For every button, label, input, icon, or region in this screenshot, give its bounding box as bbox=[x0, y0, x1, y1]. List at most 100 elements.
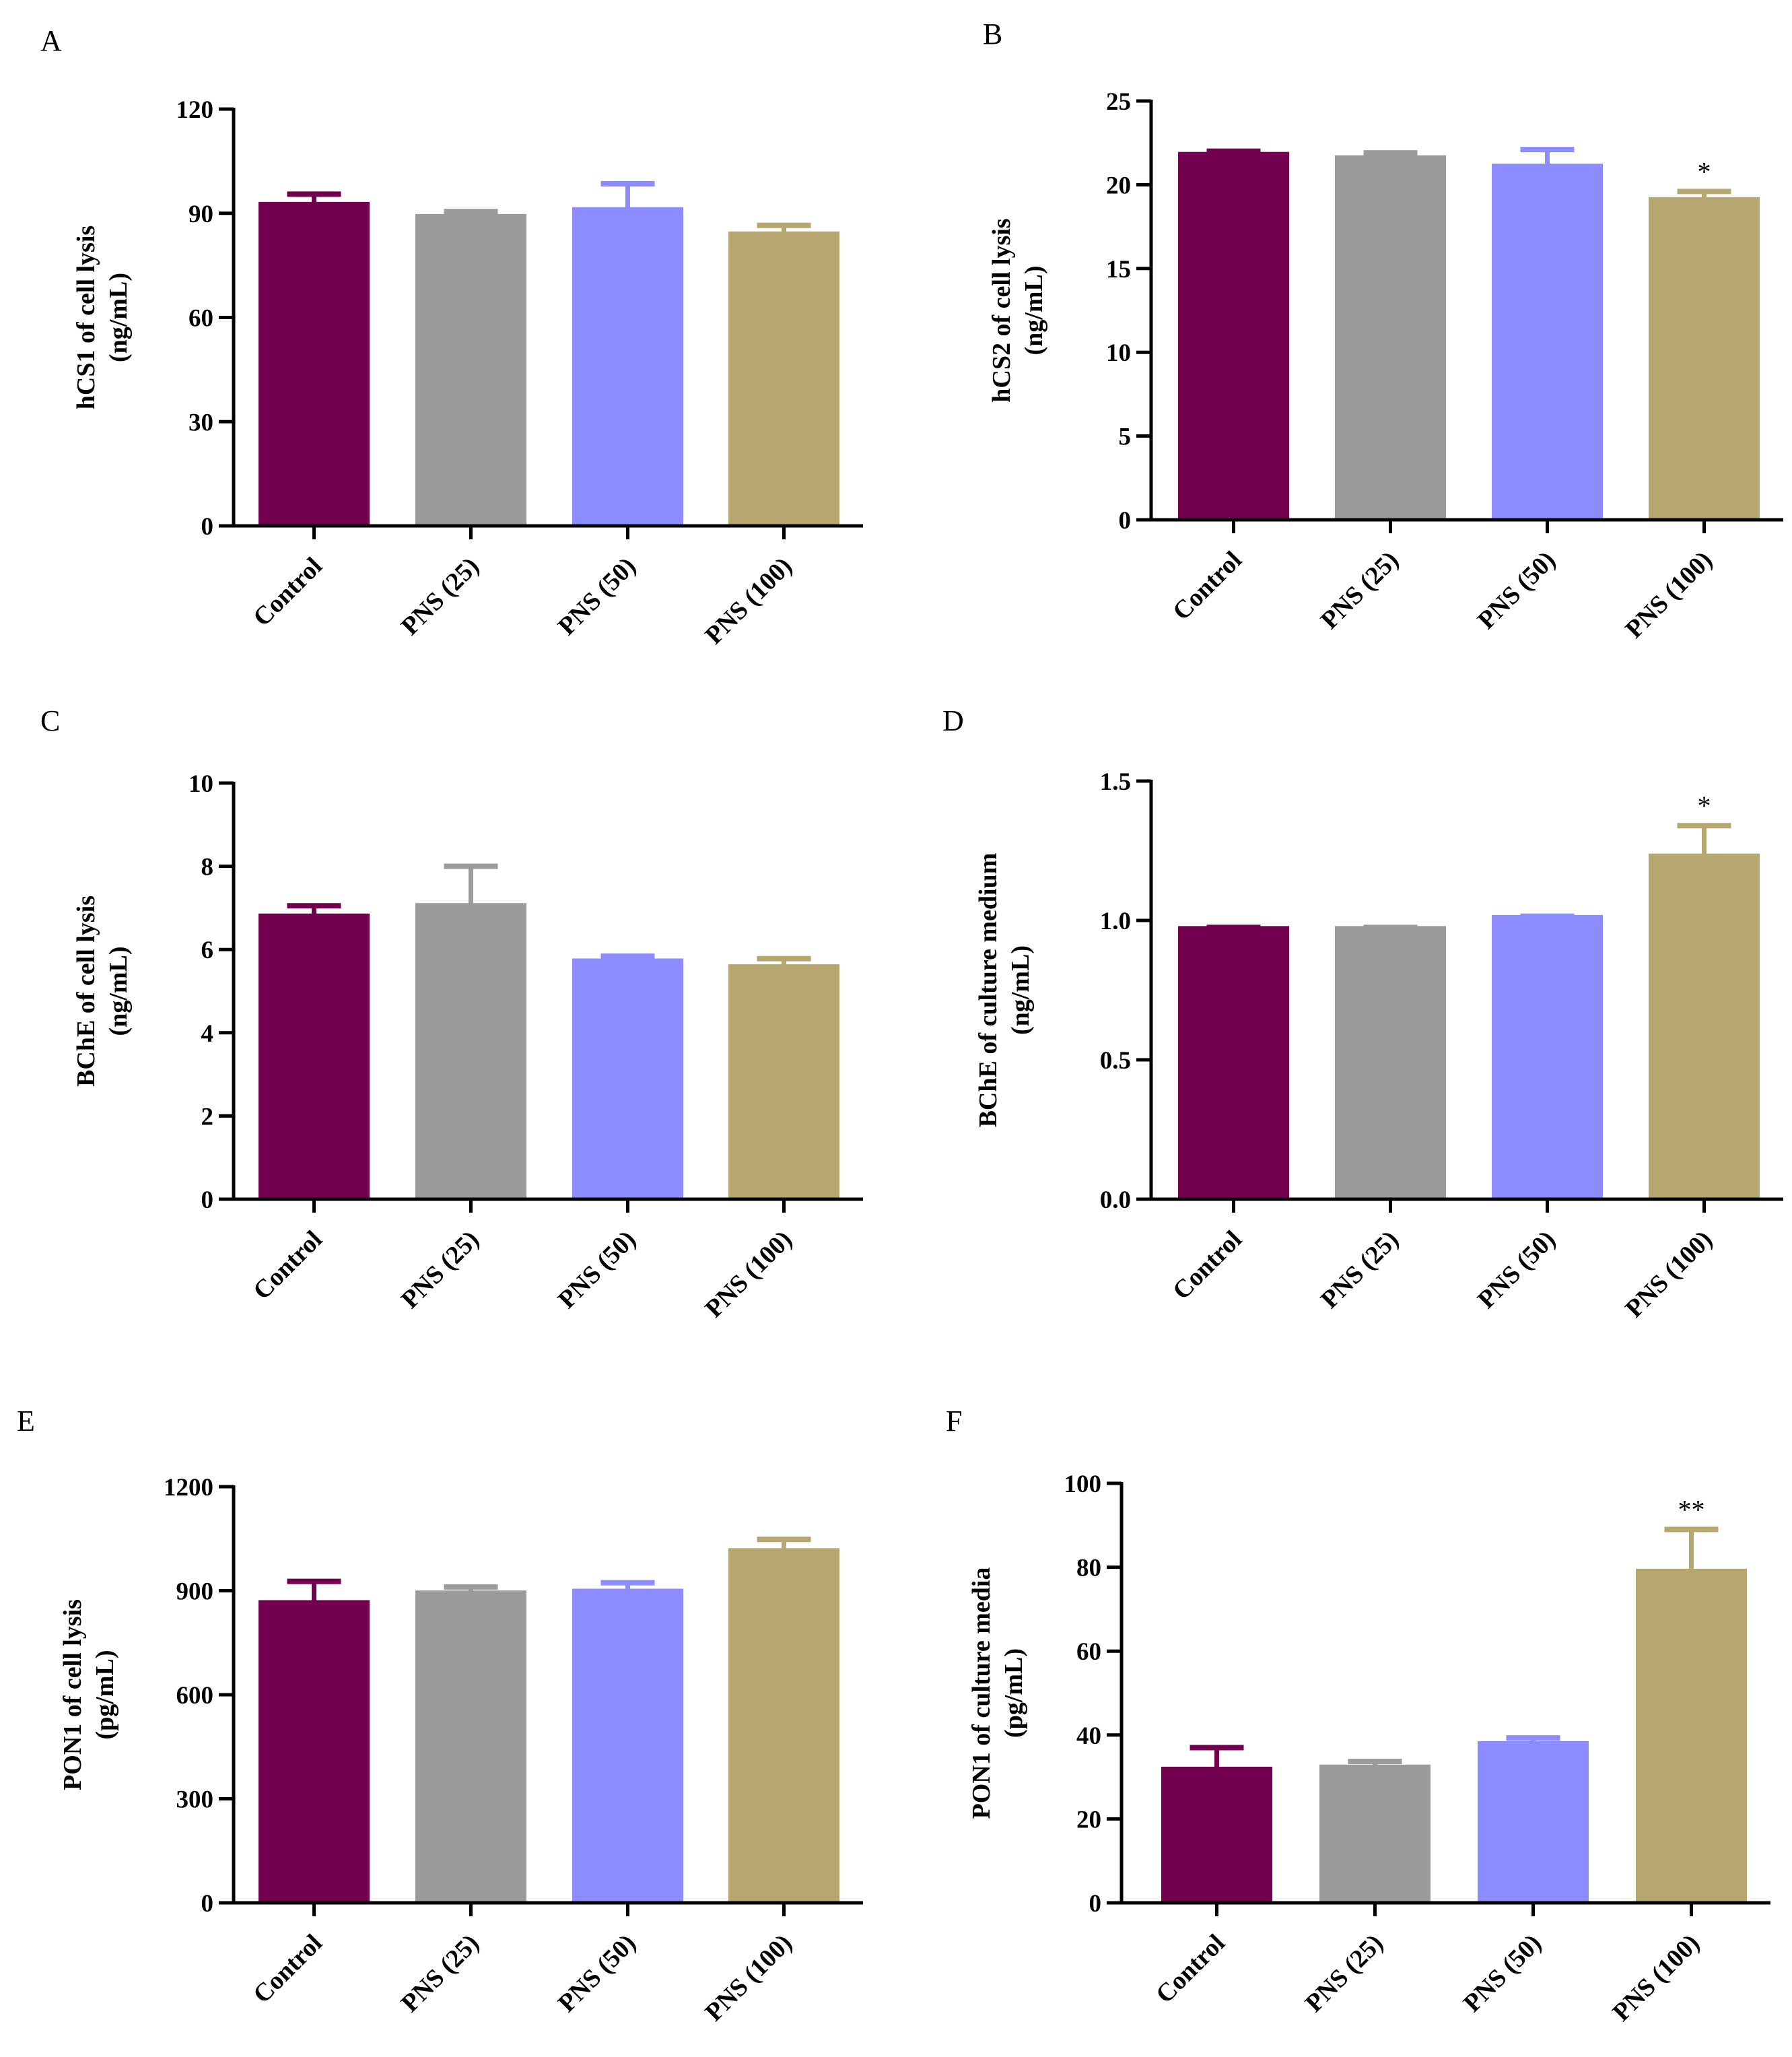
panel-letter: F bbox=[946, 1405, 962, 1438]
y-axis-title: BChE of cell lysis bbox=[72, 896, 100, 1087]
x-tick-label: Control bbox=[248, 1929, 328, 2009]
bar bbox=[1161, 1769, 1272, 1903]
x-tick-label: PNS (25) bbox=[396, 1929, 485, 2018]
x-tick-label: Control bbox=[1150, 1929, 1231, 2009]
y-tick-label: 30 bbox=[188, 409, 213, 436]
y-tick-label: 0 bbox=[201, 1186, 214, 1214]
significance-marker: * bbox=[1698, 156, 1711, 187]
y-tick-label: 1.5 bbox=[1100, 768, 1131, 796]
x-tick-label: PNS (100) bbox=[1620, 546, 1717, 644]
x-tick-label: PNS (50) bbox=[553, 1225, 642, 1314]
x-tick-label: Control bbox=[248, 552, 328, 632]
y-tick-label: 0.0 bbox=[1100, 1186, 1131, 1214]
x-tick-label: Control bbox=[1167, 1225, 1247, 1306]
y-tick-label: 80 bbox=[1076, 1555, 1101, 1582]
chart-panel-a: A Control PNS (25) PNS (50) PNS (100) 0 30 60 90… bbox=[40, 24, 863, 650]
x-tick-label: PNS (50) bbox=[1458, 1929, 1547, 2018]
y-tick-label: 600 bbox=[176, 1682, 214, 1710]
y-axis-title: PON1 of culture media bbox=[967, 1567, 996, 1819]
panel-letter: B bbox=[983, 18, 1002, 50]
panel-letter: E bbox=[17, 1405, 35, 1438]
y-tick-label: 1.0 bbox=[1100, 908, 1131, 935]
y-tick-label: 900 bbox=[176, 1578, 214, 1606]
y-tick-label: 2 bbox=[201, 1103, 214, 1131]
bar bbox=[415, 906, 526, 1199]
bar bbox=[728, 234, 839, 526]
bar bbox=[1492, 166, 1603, 520]
bar bbox=[1636, 1571, 1747, 1903]
x-tick-label: PNS (100) bbox=[699, 552, 797, 650]
bar bbox=[728, 1551, 839, 1903]
bar bbox=[572, 209, 683, 526]
bar bbox=[1319, 1767, 1431, 1903]
y-tick-label: 40 bbox=[1076, 1722, 1101, 1750]
significance-marker: * bbox=[1698, 790, 1711, 821]
y-axis-title: (ng/mL) bbox=[104, 947, 133, 1036]
y-tick-label: 1200 bbox=[164, 1474, 213, 1502]
y-axis-title: (ng/mL) bbox=[1020, 266, 1048, 356]
bar bbox=[728, 967, 839, 1199]
y-tick-label: 10 bbox=[1106, 339, 1131, 367]
y-tick-label: 60 bbox=[1076, 1638, 1101, 1666]
y-axis-title: hCS1 of cell lysis bbox=[72, 226, 100, 409]
y-tick-label: 6 bbox=[201, 937, 214, 964]
y-tick-label: 15 bbox=[1106, 256, 1131, 283]
panel-letter: A bbox=[40, 24, 62, 57]
y-tick-label: 300 bbox=[176, 1786, 214, 1814]
chart-panel-b: B Control PNS (25) PNS (50) * PNS (100) 0 5 10 15… bbox=[983, 18, 1783, 644]
x-tick-label: PNS (100) bbox=[1620, 1225, 1717, 1323]
y-tick-label: 100 bbox=[1064, 1471, 1102, 1498]
y-tick-label: 10 bbox=[188, 770, 213, 798]
y-tick-label: 0 bbox=[1089, 1890, 1102, 1918]
bar bbox=[1478, 1743, 1589, 1903]
y-axis-title: (ng/mL) bbox=[104, 273, 133, 362]
y-tick-label: 4 bbox=[201, 1020, 214, 1048]
y-tick-label: 120 bbox=[176, 96, 214, 124]
x-tick-label: PNS (25) bbox=[396, 552, 485, 641]
y-tick-label: 8 bbox=[201, 854, 214, 881]
panel-letter: C bbox=[40, 704, 60, 737]
y-axis-title: (pg/mL) bbox=[1000, 1648, 1028, 1738]
chart-panel-d: D Control PNS (25) PNS (50) * PNS (100) 0.0 0.5… bbox=[942, 704, 1783, 1323]
x-tick-label: Control bbox=[248, 1225, 328, 1306]
y-tick-label: 5 bbox=[1119, 424, 1132, 451]
x-tick-label: PNS (25) bbox=[1315, 1225, 1404, 1314]
x-tick-label: PNS (50) bbox=[1472, 1225, 1561, 1314]
y-tick-label: 20 bbox=[1106, 172, 1131, 199]
panel-letter: D bbox=[942, 704, 964, 737]
y-tick-label: 25 bbox=[1106, 88, 1131, 116]
bar bbox=[259, 1603, 370, 1903]
y-axis-title: hCS2 of cell lysis bbox=[988, 218, 1016, 402]
bar bbox=[415, 1593, 526, 1903]
chart-panel-e: E Control PNS (25) PNS (50) PNS (100) 0 300 600… bbox=[17, 1405, 863, 2027]
bar bbox=[415, 216, 526, 526]
y-tick-label: 0 bbox=[201, 1890, 214, 1918]
bar bbox=[1492, 917, 1603, 1199]
bar bbox=[1649, 199, 1760, 520]
bar bbox=[259, 204, 370, 526]
y-tick-label: 20 bbox=[1076, 1806, 1101, 1833]
significance-marker: ** bbox=[1678, 1495, 1705, 1525]
y-tick-label: 0 bbox=[201, 513, 214, 541]
bar bbox=[572, 961, 683, 1199]
y-tick-label: 90 bbox=[188, 201, 213, 228]
bar bbox=[1335, 158, 1446, 520]
bar bbox=[1178, 154, 1289, 520]
y-axis-title: (pg/mL) bbox=[91, 1650, 119, 1740]
x-tick-label: PNS (25) bbox=[396, 1225, 485, 1314]
x-tick-label: PNS (100) bbox=[699, 1929, 797, 2027]
bar bbox=[1178, 929, 1289, 1199]
x-tick-label: Control bbox=[1167, 546, 1247, 626]
bar bbox=[259, 916, 370, 1199]
x-tick-label: PNS (25) bbox=[1315, 546, 1404, 635]
x-tick-label: PNS (100) bbox=[699, 1225, 797, 1323]
x-tick-label: PNS (100) bbox=[1607, 1929, 1704, 2027]
chart-panel-c: C Control PNS (25) PNS (50) PNS (100) 0 2 4 6 8 10… bbox=[40, 704, 863, 1323]
chart-panel-f: F Control PNS (25) PNS (50) ** PNS (100) 0 20 40… bbox=[946, 1405, 1770, 2027]
x-tick-label: PNS (50) bbox=[553, 1929, 642, 2018]
x-tick-label: PNS (50) bbox=[553, 552, 642, 641]
y-tick-label: 0.5 bbox=[1100, 1047, 1131, 1075]
y-tick-label: 0 bbox=[1119, 507, 1132, 535]
y-axis-title: PON1 of cell lysis bbox=[59, 1599, 87, 1790]
